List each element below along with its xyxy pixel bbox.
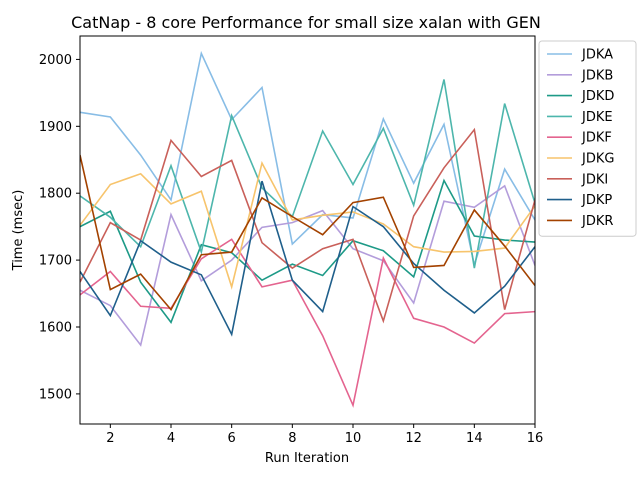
legend-label-jdkp: JDKP	[581, 193, 612, 208]
legend-label-jdkf: JDKF	[581, 131, 612, 146]
series-line-jdka	[80, 50, 535, 268]
series-line-jdke	[80, 79, 535, 269]
x-tick-label: 12	[405, 431, 422, 446]
legend: JDKA JDKB JDKD JDKE JDKF JDKG JDKI JDKP JDKR	[538, 40, 637, 237]
legend-box	[538, 40, 637, 237]
y-axis: 1500 1600 1700 1800 1900 2000	[39, 53, 80, 402]
y-tick-label: 2000	[39, 53, 72, 68]
y-axis-label: Time (msec)	[11, 190, 26, 272]
series-line-jdkf	[80, 238, 535, 408]
plot-area	[80, 50, 535, 408]
x-tick-label: 14	[466, 431, 483, 446]
x-tick-label: 10	[345, 431, 362, 446]
x-tick-label: 4	[167, 431, 175, 446]
y-tick-label: 1500	[39, 387, 72, 402]
series-line-jdkd	[80, 178, 535, 324]
y-tick-label: 1600	[39, 321, 72, 336]
y-tick-label: 1700	[39, 254, 72, 269]
legend-label-jdka: JDKA	[581, 48, 613, 63]
x-tick-label: 16	[527, 431, 544, 446]
legend-label-jdki: JDKI	[581, 172, 608, 187]
legend-label-jdke: JDKE	[581, 110, 613, 125]
x-tick-label: 8	[288, 431, 296, 446]
series-line-jdkp	[80, 180, 535, 337]
x-tick-label: 6	[228, 431, 236, 446]
plot-frame	[79, 35, 536, 425]
y-tick-label: 1800	[39, 187, 72, 202]
chart-title: CatNap - 8 core Performance for small si…	[71, 13, 541, 32]
y-tick-label: 1900	[39, 120, 72, 135]
series-line-jdkr	[80, 154, 535, 312]
x-axis-label: Run Iteration	[265, 451, 349, 466]
series-line-jdkb	[80, 184, 535, 347]
x-axis: 2 4 6 8 10 12 14 16	[106, 424, 543, 446]
legend-label-jdkg: JDKG	[581, 152, 614, 167]
series-line-jdki	[80, 127, 535, 324]
legend-label-jdkb: JDKB	[581, 68, 613, 83]
legend-label-jdkd: JDKD	[581, 89, 614, 104]
legend-label-jdkr: JDKR	[581, 214, 613, 229]
x-tick-label: 2	[106, 431, 114, 446]
